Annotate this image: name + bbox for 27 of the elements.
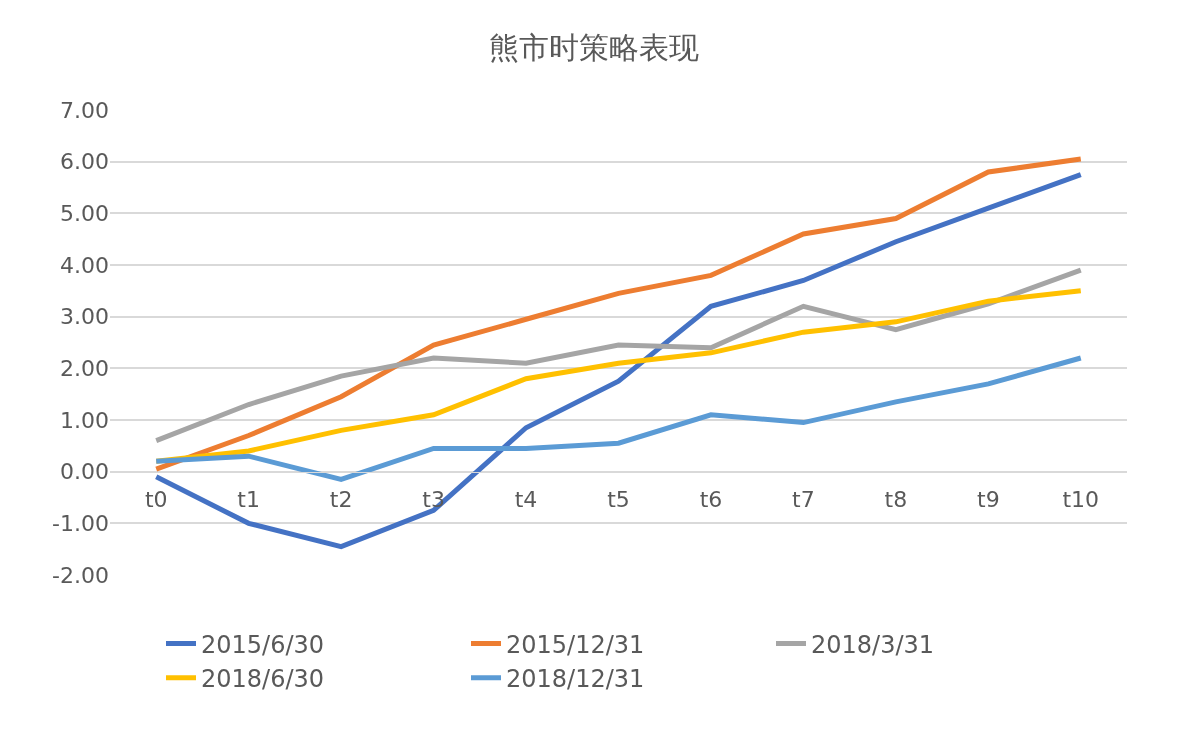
x-tick-label: t8 [884, 487, 908, 513]
legend-label: 2018/6/30 [201, 665, 325, 694]
x-tick-label: t5 [607, 487, 630, 513]
legend-label: 2015/12/31 [506, 630, 645, 659]
y-tick-label: -1.00 [52, 511, 109, 537]
x-tick-label: t0 [144, 487, 168, 513]
y-tick-label: 3.00 [60, 304, 109, 330]
y-tick-label: 0.00 [60, 459, 109, 485]
y-tick-label: 1.00 [60, 407, 109, 433]
y-tick-label: -2.00 [52, 562, 109, 588]
x-tick-label: t4 [514, 487, 538, 513]
x-tick-label: t3 [422, 487, 445, 513]
x-tick-label: t9 [977, 487, 1000, 513]
y-tick-label: 2.00 [60, 356, 109, 382]
x-tick-label: t7 [792, 487, 815, 513]
chart-title: 熊市时策略表现 [488, 30, 699, 66]
y-tick-label: 5.00 [60, 201, 109, 227]
x-tick-label: t6 [699, 487, 723, 513]
legend-label: 2018/3/31 [811, 630, 935, 659]
x-tick-label: t1 [237, 487, 260, 513]
legend-label: 2018/12/31 [506, 665, 645, 694]
y-tick-label: 6.00 [60, 149, 109, 175]
y-tick-label: 7.00 [60, 97, 109, 123]
x-tick-label: t10 [1062, 487, 1100, 513]
y-tick-label: 4.00 [60, 252, 109, 278]
legend-label: 2015/6/30 [201, 630, 325, 659]
x-tick-label: t2 [329, 487, 353, 513]
